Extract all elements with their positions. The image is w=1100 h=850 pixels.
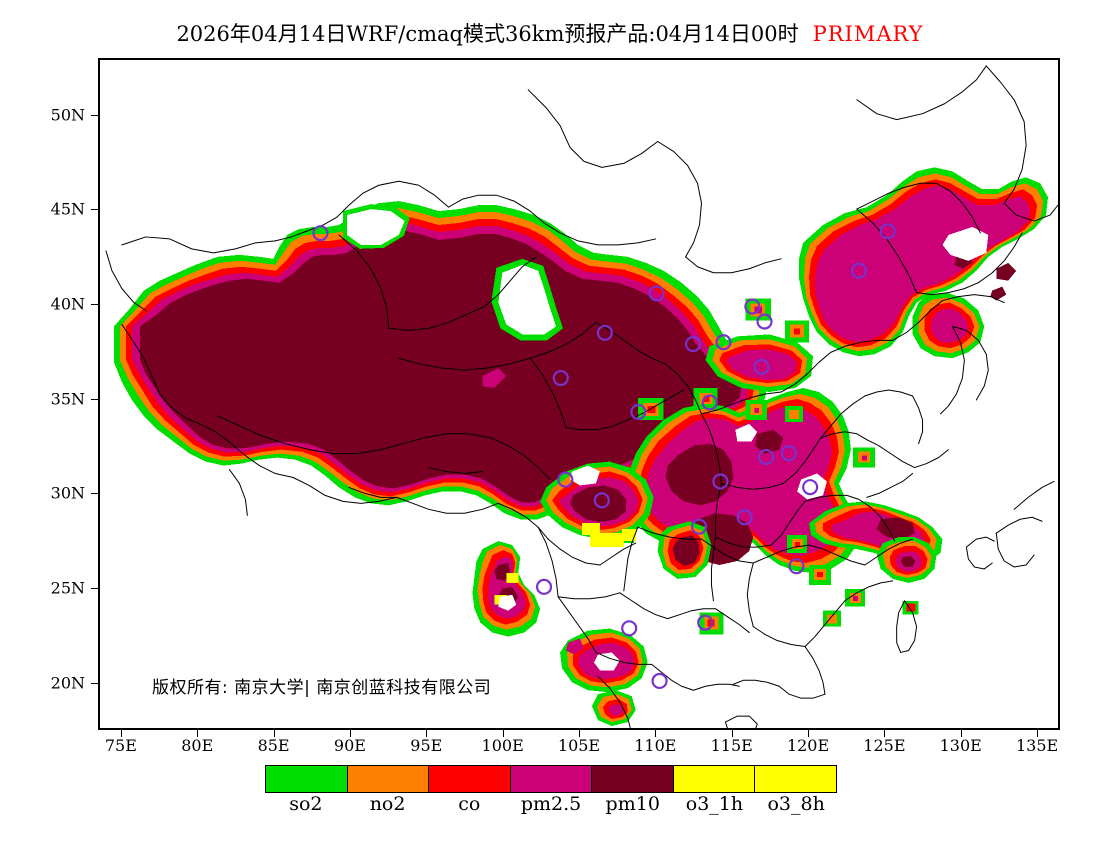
station-marker[interactable] [596, 324, 613, 341]
legend-label-no2: no2 [369, 793, 406, 815]
pollutant-region-southwest [472, 461, 654, 727]
station-marker[interactable] [651, 672, 668, 690]
station-marker[interactable] [756, 313, 773, 330]
x-tick-label: 135E [1015, 736, 1059, 755]
x-tick-mark [349, 730, 351, 737]
map-plot-area[interactable] [98, 58, 1060, 730]
x-tick-label: 125E [863, 736, 906, 755]
x-tick-label: 90E [333, 736, 366, 755]
x-tick-label: 100E [481, 736, 524, 755]
x-tick-mark [502, 730, 504, 737]
station-marker[interactable] [744, 298, 761, 315]
x-tick-label: 105E [557, 736, 601, 755]
legend-label-pm10: pm10 [605, 793, 660, 815]
station-marker[interactable] [757, 448, 775, 466]
x-tick-mark [273, 730, 275, 737]
y-tick-label: 45N [50, 199, 85, 219]
x-tick-mark [197, 730, 199, 737]
y-tick-mark [91, 209, 98, 211]
station-marker[interactable] [701, 394, 718, 411]
pollutant-region-yangtze-delta [876, 537, 937, 583]
x-tick-label: 130E [939, 736, 982, 755]
x-tick-label: 115E [710, 736, 753, 755]
legend-label-so2: so2 [289, 793, 323, 815]
y-tick-mark [91, 304, 98, 306]
o3-cell [621, 529, 636, 542]
x-tick-mark [1037, 730, 1039, 737]
legend-label-o3_1h: o3_1h [685, 793, 744, 815]
title-text: 2026年04月14日WRF/cmaq模式36km预报产品:04月14日00时 [176, 22, 799, 46]
map-boundaries [105, 65, 1058, 728]
pollutant-heatmap-svg [100, 60, 1058, 728]
pollutant-region-west [113, 201, 768, 520]
x-tick-mark [731, 730, 733, 737]
legend-label-co: co [458, 793, 481, 815]
station-marker[interactable] [535, 578, 553, 595]
station-marker[interactable] [697, 614, 714, 631]
station-marker[interactable] [712, 473, 729, 490]
pollutant-legend-labels: so2 no2 co pm2.5 pm10 o3_1h o3_8h [265, 793, 837, 817]
station-marker[interactable] [684, 336, 702, 353]
o3-cell [581, 523, 600, 536]
y-tick-label: 25N [50, 578, 85, 598]
station-marker[interactable] [736, 509, 753, 526]
x-tick-mark [808, 730, 810, 737]
station-marker[interactable] [648, 285, 665, 302]
pollutant-region-liaoning [912, 292, 985, 359]
title-primary-badge: PRIMARY [812, 22, 924, 46]
station-marker[interactable] [557, 471, 574, 488]
x-tick-mark [884, 730, 886, 737]
legend-label-o3_8h: o3_8h [767, 793, 825, 815]
station-marker[interactable] [753, 358, 770, 375]
x-tick-mark [655, 730, 657, 737]
pollutant-legend-bar[interactable] [265, 765, 837, 793]
x-tick-mark [960, 730, 962, 737]
x-tick-label: 80E [181, 736, 214, 755]
y-tick-label: 40N [50, 294, 85, 314]
legend-swatch-o3_1h[interactable] [673, 766, 756, 792]
legend-swatch-no2[interactable] [347, 766, 430, 792]
station-marker[interactable] [621, 620, 638, 637]
station-marker[interactable] [879, 223, 896, 240]
station-marker[interactable] [691, 518, 708, 535]
y-tick-label: 30N [50, 483, 85, 503]
station-marker[interactable] [552, 369, 569, 387]
x-tick-mark [120, 730, 122, 737]
x-tick-mark [579, 730, 580, 737]
y-tick-mark [91, 398, 98, 400]
legend-label-pm2_5: pm2.5 [520, 793, 582, 815]
legend-swatch-o3_8h[interactable] [755, 766, 837, 792]
x-tick-label: 110E [634, 736, 677, 755]
y-tick-mark [91, 682, 98, 684]
station-marker[interactable] [715, 334, 732, 351]
x-tick-label: 95E [410, 736, 443, 755]
station-marker[interactable] [312, 225, 329, 242]
y-tick-label: 35N [50, 389, 85, 409]
x-tick-mark [426, 730, 428, 737]
station-marker[interactable] [802, 479, 819, 496]
y-tick-mark [91, 114, 98, 116]
station-marker[interactable] [850, 262, 867, 279]
station-marker[interactable] [780, 445, 797, 462]
y-tick-mark [91, 493, 98, 495]
o3-cell [589, 533, 624, 548]
legend-swatch-pm10[interactable] [592, 766, 674, 792]
y-tick-label: 20N [50, 673, 85, 693]
y-tick-mark [91, 588, 98, 590]
legend-swatch-pm2_5[interactable] [510, 766, 593, 792]
legend-swatch-so2[interactable] [266, 766, 348, 792]
x-tick-label: 75E [104, 736, 137, 755]
x-tick-label: 85E [257, 736, 290, 755]
y-tick-label: 50N [50, 105, 85, 125]
station-marker[interactable] [593, 492, 610, 509]
page-title: 2026年04月14日WRF/cmaq模式36km预报产品:04月14日00时 P… [0, 18, 1100, 48]
copyright-watermark: 版权所有: 南京大学| 南京创蓝科技有限公司 [152, 678, 492, 698]
legend-swatch-co[interactable] [429, 766, 511, 792]
station-marker[interactable] [788, 558, 805, 575]
x-tick-label: 120E [786, 736, 830, 755]
station-marker[interactable] [630, 403, 647, 420]
o3-cell [506, 572, 519, 583]
station-markers-layer [312, 223, 896, 690]
